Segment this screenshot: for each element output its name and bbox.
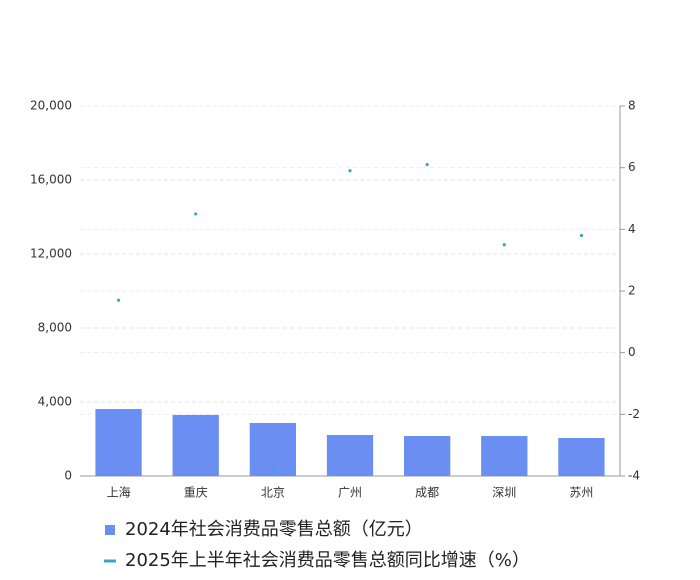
x-tick-label: 北京 [261,486,285,500]
point [425,162,429,167]
legend-swatch [105,525,115,535]
x-tick-label: 成都 [415,486,439,500]
legend-label: 2024年社会消费品零售总额（亿元） [125,519,423,540]
y2-tick-label: -4 [628,469,640,483]
bar [558,438,605,476]
point [348,169,352,173]
y2-tick-label: 0 [628,345,636,359]
point [271,468,275,472]
x-tick-label: 重庆 [184,486,208,500]
y2-tick-label: -2 [628,407,640,421]
point [194,212,198,216]
y2-tick-label: 6 [628,160,636,174]
y-tick-label: 16,000 [30,173,72,187]
y-tick-label: 4,000 [38,395,72,409]
x-tick-label: 深圳 [492,486,516,500]
x-tick-label: 苏州 [569,486,593,500]
x-tick-label: 上海 [107,485,131,500]
y-tick-label: 20,000 [30,99,72,113]
y2-tick-label: 8 [628,99,636,113]
y-tick-label: 8,000 [38,321,72,335]
bar [249,422,296,476]
y-tick-label: 0 [64,469,72,483]
y2-tick-label: 4 [628,222,636,236]
bar [481,436,528,476]
bar [95,409,142,476]
bar [404,436,451,476]
point [502,243,506,247]
x-tick-label: 广州 [338,486,362,500]
y2-tick-label: 2 [628,284,636,298]
bar [172,414,219,476]
bar [326,435,374,476]
point [116,298,121,302]
y-tick-label: 12,000 [30,247,72,261]
legend-label: 2025年上半年社会消费品零售总额同比增速（%） [125,550,530,571]
point [579,233,584,238]
